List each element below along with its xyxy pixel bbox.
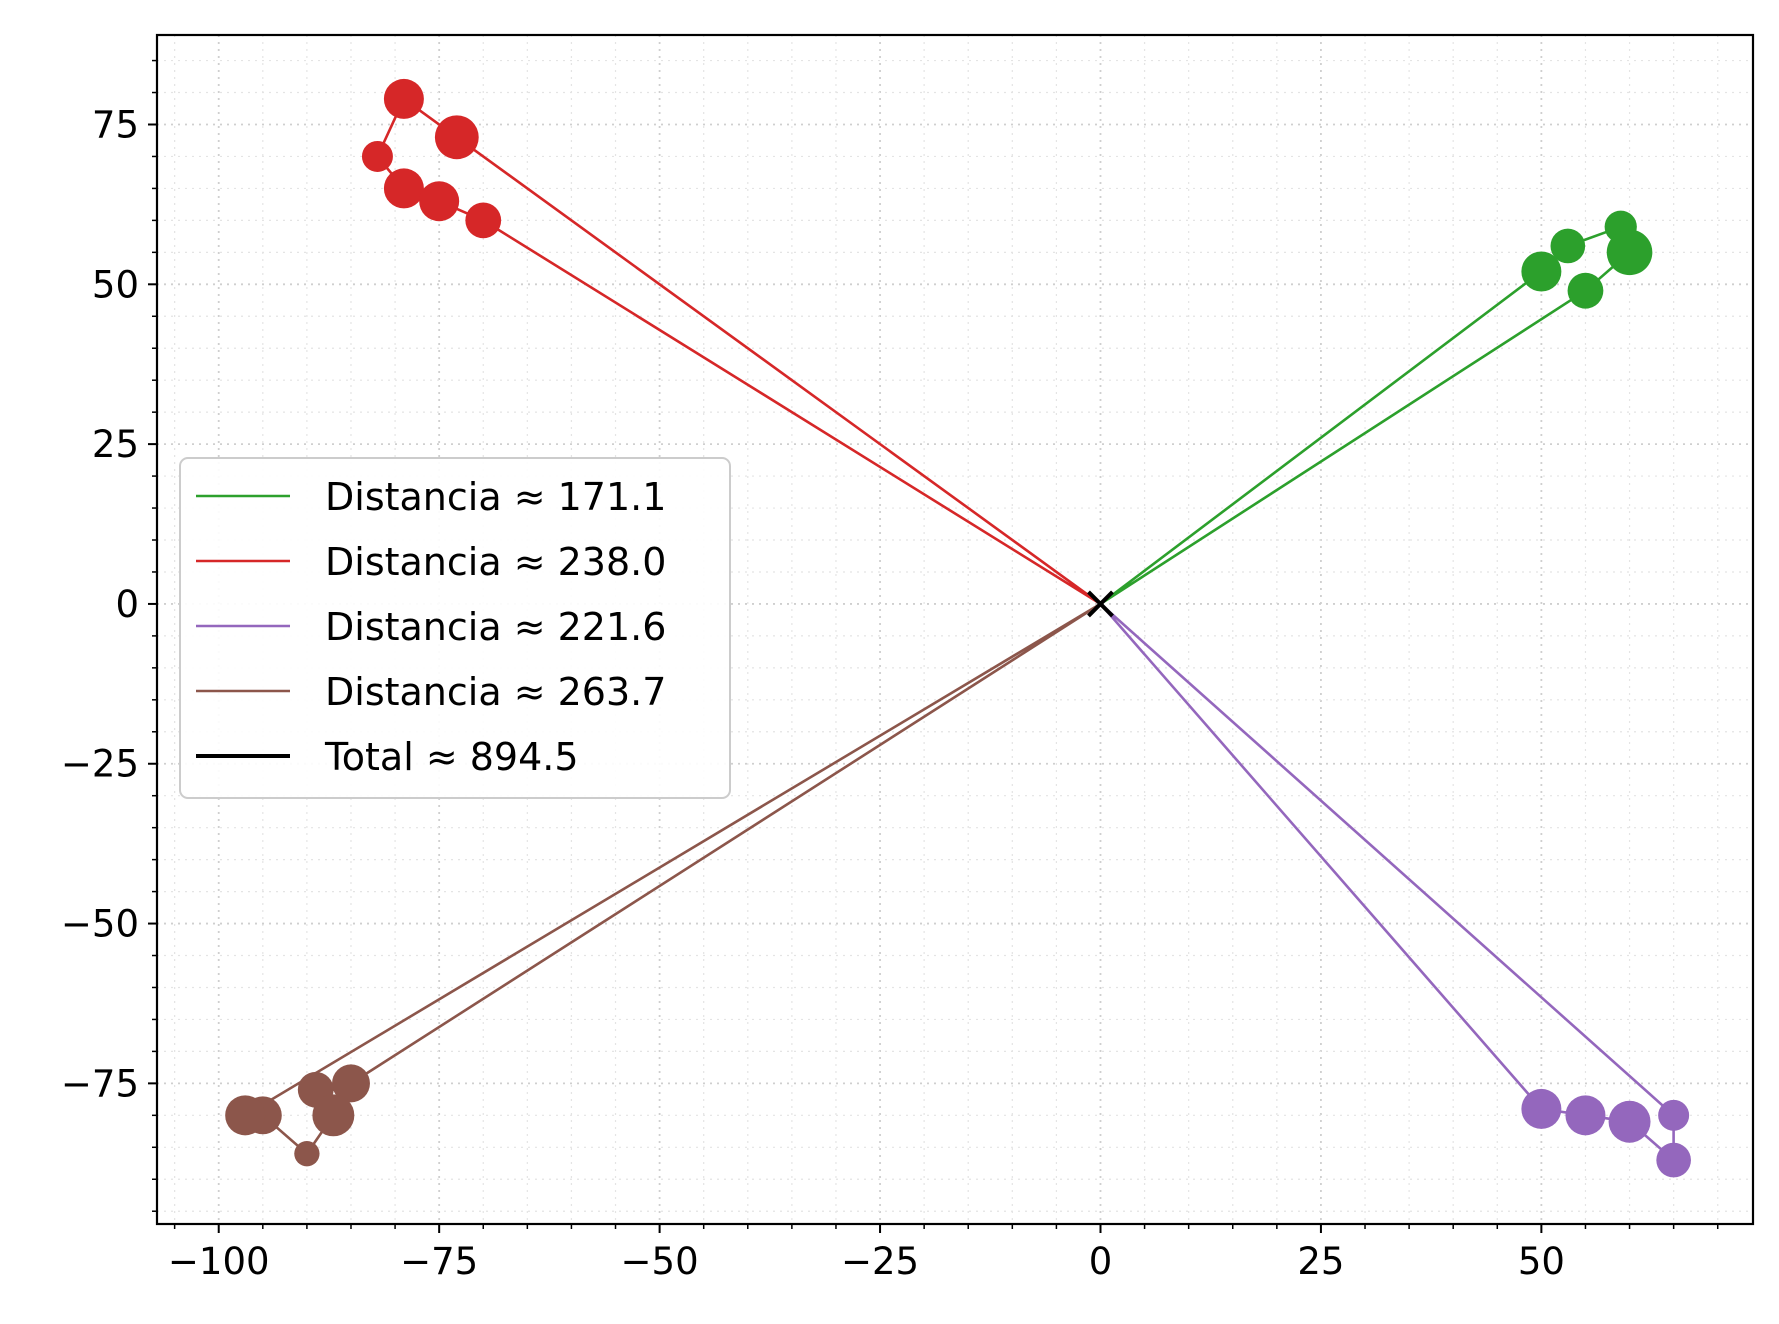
plot-frame [155, 33, 1755, 1226]
y-tick-label: 25 [92, 423, 139, 466]
customer-point [1658, 1099, 1690, 1131]
customer-point [1521, 251, 1562, 292]
customer-point [1567, 272, 1604, 309]
customer-point [1565, 1095, 1606, 1136]
customer-point [225, 1095, 266, 1136]
y-tick-label: 50 [92, 263, 139, 306]
x-tick-label: −25 [841, 1240, 919, 1283]
customer-point [1608, 1100, 1651, 1143]
y-tick-label: 75 [92, 103, 139, 146]
y-tick-label: 0 [115, 583, 139, 626]
depot-x-stroke [1087, 590, 1114, 618]
customer-point [1521, 1088, 1562, 1129]
x-tick-label: −100 [168, 1240, 270, 1283]
customer-point [419, 181, 460, 222]
x-tick-label: −75 [400, 1240, 478, 1283]
legend-label: Distancia ≈ 238.0 [325, 540, 666, 584]
customer-points [225, 78, 1691, 1178]
axis-ticks: −100 −75 −50 −25 0 25 50 −75 −50 −25 0 25 50 75 [61, 59, 1719, 1283]
legend-label: Total ≈ 894.5 [324, 735, 579, 779]
legend-label: Distancia ≈ 221.6 [325, 605, 666, 649]
legend-box [179, 457, 731, 799]
grid [157, 35, 1753, 1224]
customer-point [332, 1064, 370, 1103]
legend: Distancia ≈ 171.1 Distancia ≈ 238.0 Distan… [179, 457, 731, 799]
customer-point [465, 202, 502, 239]
customer-point [1550, 228, 1586, 264]
legend-label: Distancia ≈ 263.7 [325, 670, 666, 714]
customer-point [361, 140, 393, 172]
x-tick-label: 25 [1297, 1240, 1344, 1283]
depot-marker [1087, 590, 1114, 618]
customer-point [312, 1094, 355, 1137]
customer-point [383, 78, 424, 119]
x-tick-label: −50 [621, 1240, 699, 1283]
customer-point [1606, 229, 1653, 276]
customer-point [294, 1141, 320, 1167]
x-tick-label: 50 [1518, 1240, 1565, 1283]
legend-label: Distancia ≈ 171.1 [325, 475, 666, 519]
customer-point [434, 115, 479, 160]
customer-point [383, 168, 424, 209]
y-tick-label: −25 [61, 743, 139, 786]
x-tick-label: 0 [1089, 1240, 1113, 1283]
customer-point [1656, 1142, 1691, 1178]
y-tick-label: −50 [61, 903, 139, 946]
y-tick-label: −75 [61, 1062, 139, 1105]
